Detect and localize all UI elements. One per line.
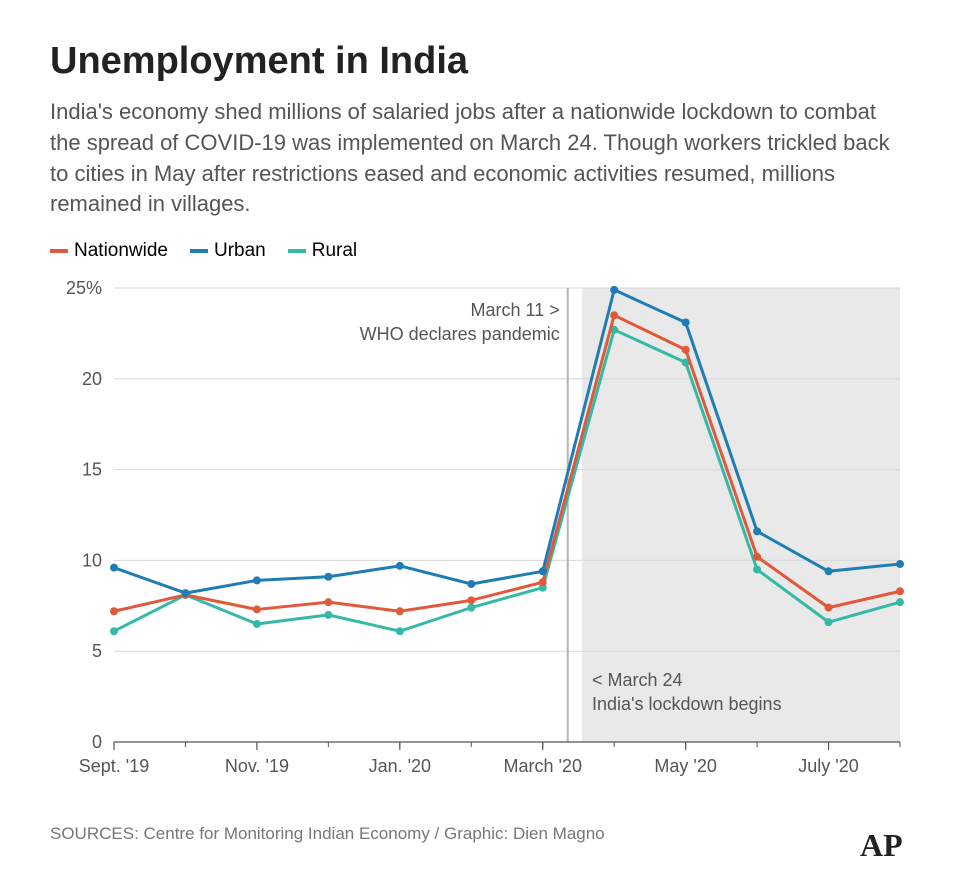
- ap-logo-icon: AP: [860, 826, 912, 862]
- svg-text:15: 15: [82, 460, 102, 480]
- svg-text:10: 10: [82, 551, 102, 571]
- svg-text:25%: 25%: [66, 278, 102, 298]
- legend-label-rural: Rural: [312, 240, 357, 262]
- svg-text:March '20: March '20: [503, 756, 581, 776]
- chart-area: 0 5 10 15 20 25% Sept. '19 Nov. '19 Jan. '20 Marc…: [50, 276, 910, 796]
- svg-text:WHO declares pandemic: WHO declares pandemic: [360, 324, 560, 344]
- legend-item-rural: Rural: [288, 240, 357, 262]
- legend: Nationwide Urban Rural: [50, 240, 910, 262]
- chart-title: Unemployment in India: [50, 40, 910, 83]
- svg-text:July '20: July '20: [798, 756, 858, 776]
- legend-swatch-urban: [190, 249, 208, 253]
- legend-swatch-rural: [288, 249, 306, 253]
- svg-text:Nov. '19: Nov. '19: [225, 756, 289, 776]
- legend-label-nationwide: Nationwide: [74, 240, 168, 262]
- line-chart-svg: 0 5 10 15 20 25% Sept. '19 Nov. '19 Jan. '20 Marc…: [50, 276, 910, 796]
- svg-text:March 11 >: March 11 >: [471, 300, 560, 320]
- legend-item-nationwide: Nationwide: [50, 240, 168, 262]
- svg-text:Jan. '20: Jan. '20: [369, 756, 431, 776]
- svg-text:India's lockdown begins: India's lockdown begins: [592, 694, 782, 714]
- source-line: SOURCES: Centre for Monitoring Indian Ec…: [50, 824, 910, 844]
- svg-text:May '20: May '20: [654, 756, 716, 776]
- svg-text:AP: AP: [860, 827, 903, 862]
- svg-text:20: 20: [82, 369, 102, 389]
- svg-text:5: 5: [92, 641, 102, 661]
- legend-item-urban: Urban: [190, 240, 266, 262]
- legend-swatch-nationwide: [50, 249, 68, 253]
- legend-label-urban: Urban: [214, 240, 266, 262]
- svg-text:Sept. '19: Sept. '19: [79, 756, 150, 776]
- svg-text:0: 0: [92, 732, 102, 752]
- svg-text:< March 24: < March 24: [592, 670, 683, 690]
- chart-subtitle: India's economy shed millions of salarie…: [50, 97, 910, 220]
